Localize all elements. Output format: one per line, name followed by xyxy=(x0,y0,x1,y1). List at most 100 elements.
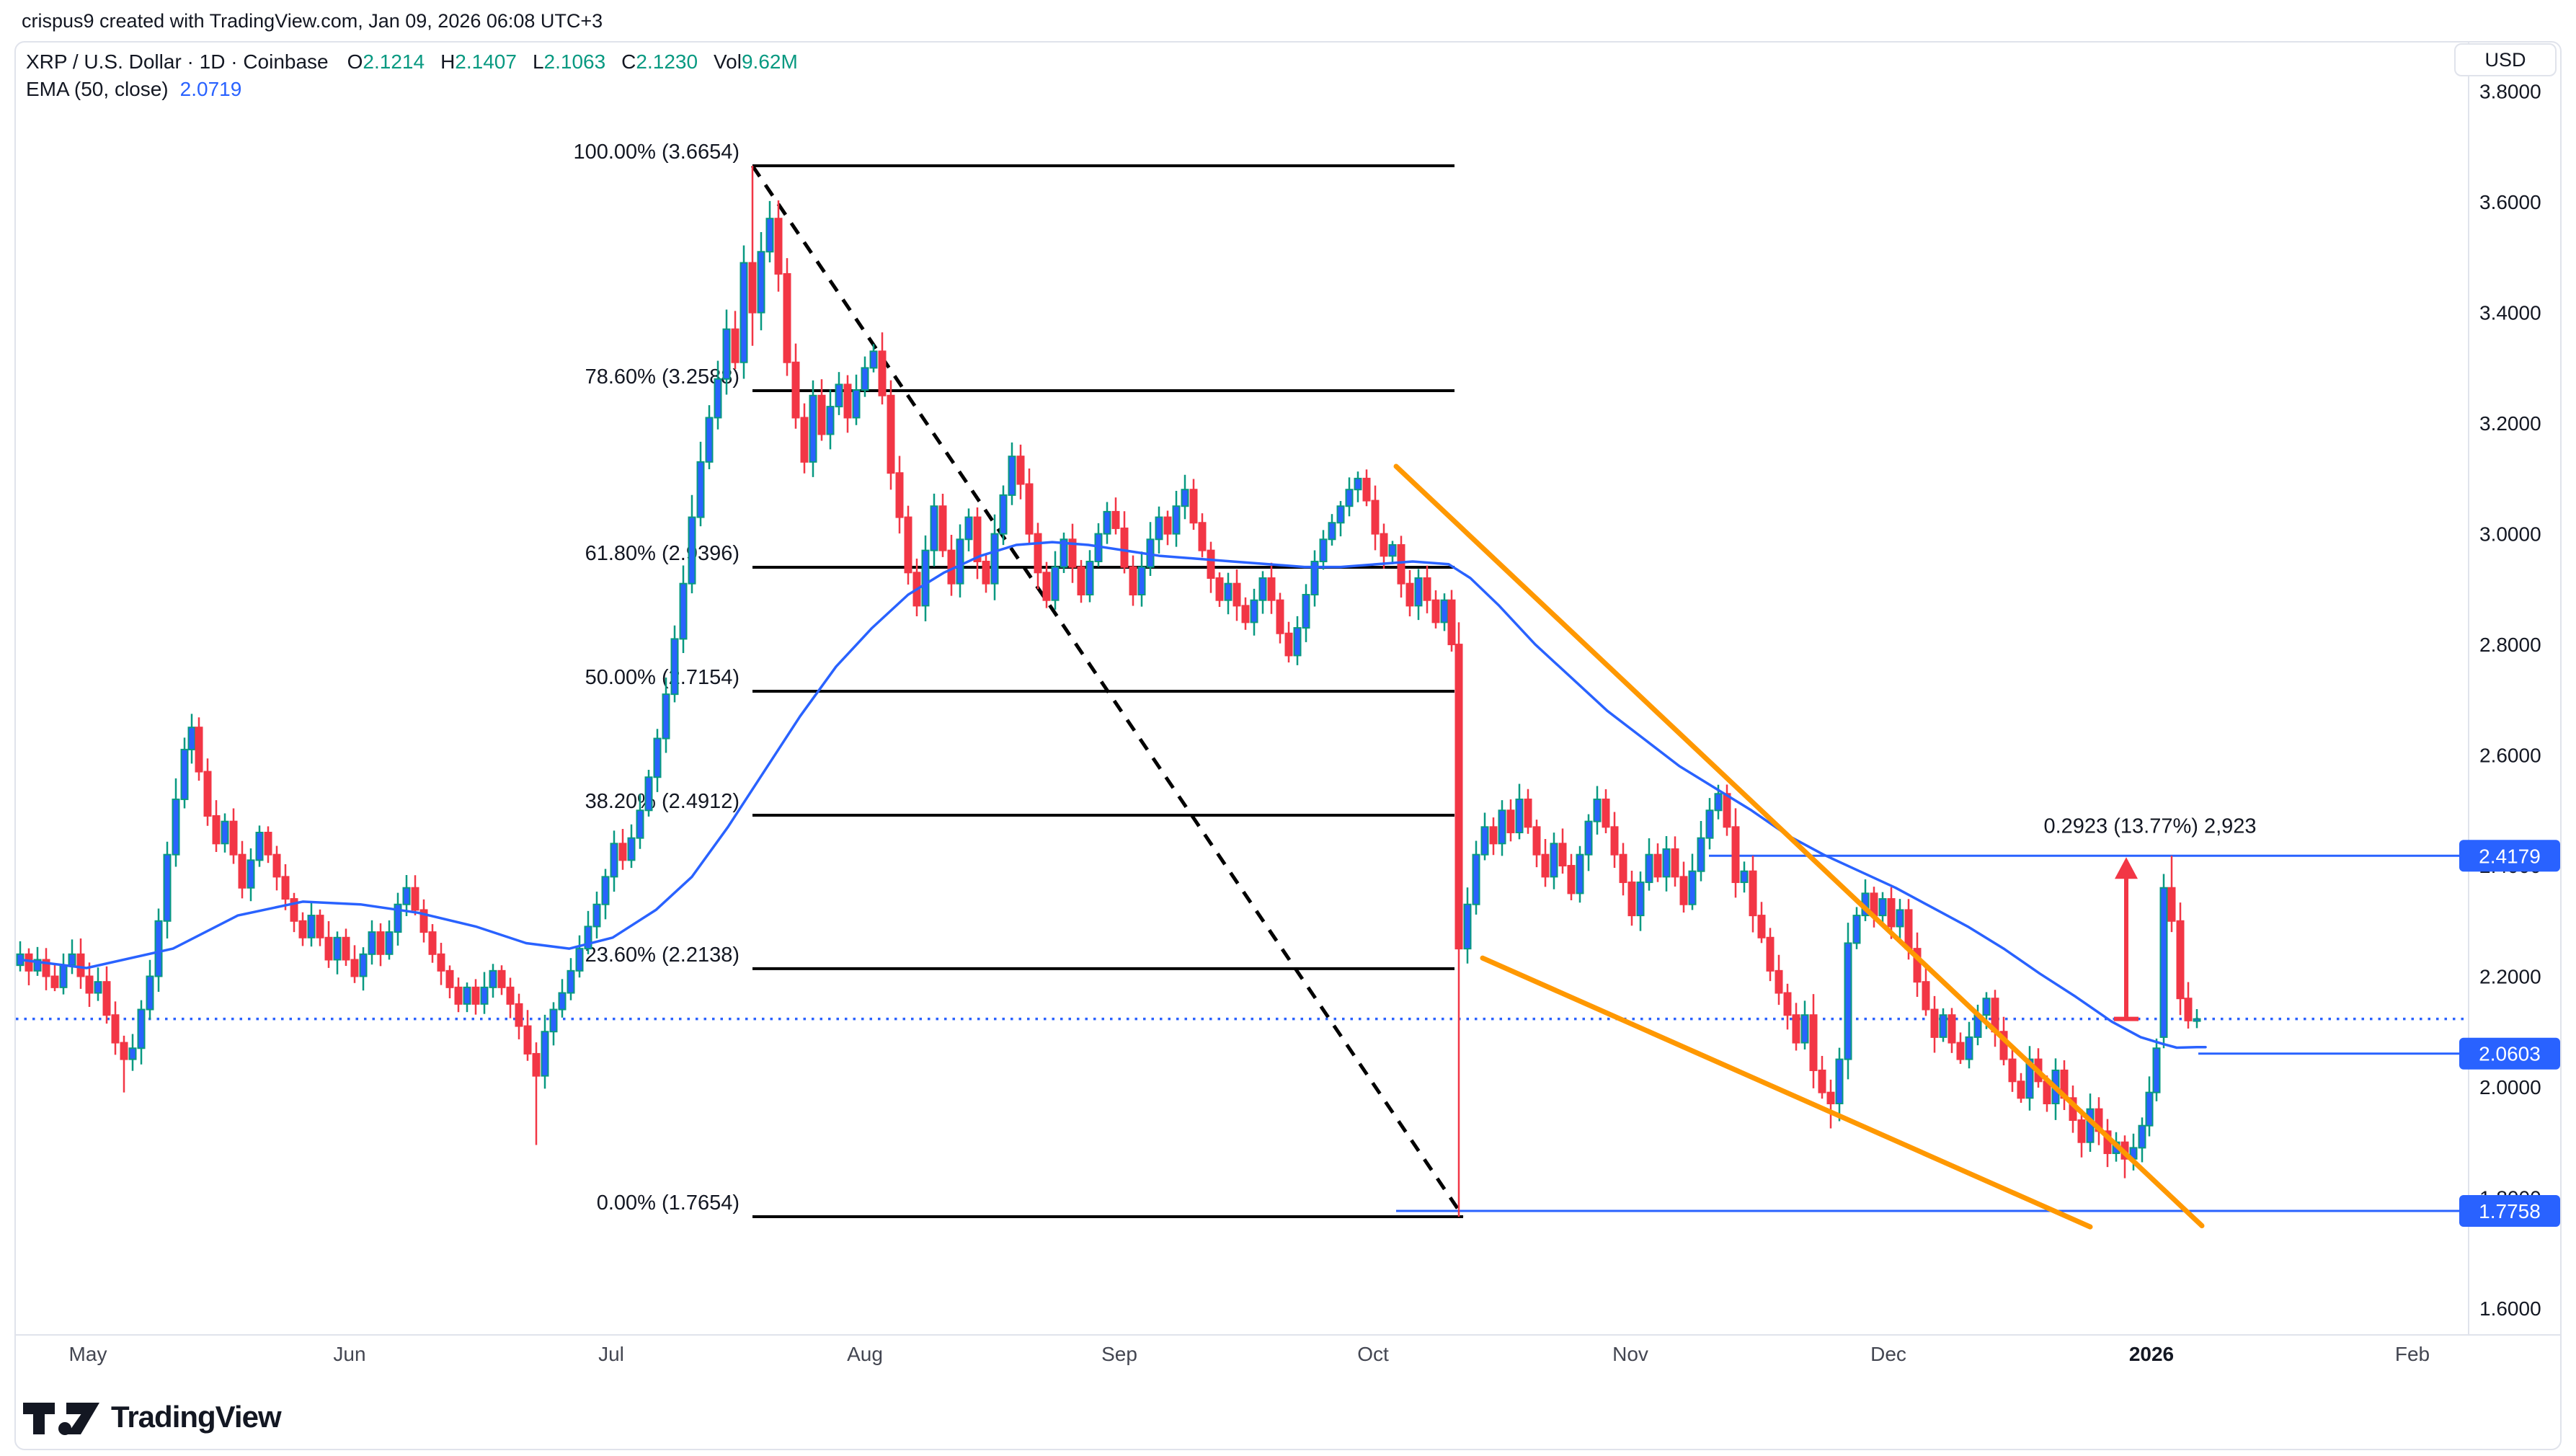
candle-body xyxy=(869,350,878,369)
price-tick-label[interactable]: 3.8000 xyxy=(2479,81,2541,103)
open-label: O xyxy=(347,50,363,73)
month-label-Dec[interactable]: Dec xyxy=(1870,1343,1906,1365)
candle-body xyxy=(627,837,636,861)
candle-body xyxy=(2138,1124,2146,1149)
candle-body xyxy=(1172,505,1181,535)
candle-body xyxy=(497,969,506,988)
month-label-Jun[interactable]: Jun xyxy=(333,1343,365,1365)
month-label-Feb[interactable]: Feb xyxy=(2395,1343,2430,1365)
candle-body xyxy=(1489,826,1498,845)
candle-body xyxy=(33,959,42,972)
candle-body xyxy=(938,505,947,551)
candle-body xyxy=(221,820,229,845)
candle-body xyxy=(1593,798,1602,822)
candle-body xyxy=(817,394,826,435)
candle-body xyxy=(1241,605,1250,623)
price-tick-label[interactable]: 2.6000 xyxy=(2479,745,2541,767)
candle-body xyxy=(705,417,714,463)
candle-body xyxy=(85,975,94,994)
candle-body xyxy=(1207,549,1215,579)
month-label-2026[interactable]: 2026 xyxy=(2129,1343,2174,1365)
candle-body xyxy=(1068,538,1077,568)
price-tick-label[interactable]: 3.0000 xyxy=(2479,523,2541,546)
candle-body xyxy=(1541,853,1550,878)
candle-body xyxy=(878,350,887,396)
price-tick-label[interactable]: 3.6000 xyxy=(2479,191,2541,213)
candle-body xyxy=(1740,870,1749,884)
candle-body xyxy=(1826,1091,1835,1104)
symbol-header-row: XRP / U.S. Dollar · 1D · Coinbase O 2.121… xyxy=(26,50,798,74)
candle-body xyxy=(714,378,722,419)
candle-body xyxy=(1679,876,1688,905)
price-tick-label[interactable]: 1.6000 xyxy=(2479,1297,2541,1320)
candle-body xyxy=(1042,572,1051,601)
candle-body xyxy=(333,936,342,961)
candle-body xyxy=(1215,577,1224,601)
price-badge-label: 2.0603 xyxy=(2479,1043,2541,1065)
candle-body xyxy=(2077,1119,2086,1143)
price-tick-label[interactable]: 2.2000 xyxy=(2479,966,2541,988)
candle-body xyxy=(679,582,688,640)
candle-body xyxy=(800,417,809,463)
candle-body xyxy=(1939,1014,1947,1038)
candle-body xyxy=(1731,826,1740,884)
candle-body xyxy=(1388,543,1397,557)
candle-body xyxy=(1947,1014,1956,1044)
candle-body xyxy=(180,748,189,800)
tradingview-logo[interactable]: TradingView xyxy=(22,1397,282,1437)
candle-body xyxy=(861,367,869,391)
month-label-Nov[interactable]: Nov xyxy=(1612,1343,1648,1365)
candle-body xyxy=(688,516,696,585)
price-tick-label[interactable]: 2.0000 xyxy=(2479,1076,2541,1098)
candle-body xyxy=(1336,505,1345,524)
candle-body xyxy=(394,903,402,933)
candle-body xyxy=(25,953,33,972)
ema-label[interactable]: EMA (50, close) xyxy=(26,78,169,100)
candle-body xyxy=(696,461,705,518)
month-label-Oct[interactable]: Oct xyxy=(1357,1343,1389,1365)
month-label-Sep[interactable]: Sep xyxy=(1101,1343,1137,1365)
candle-body xyxy=(1705,809,1714,839)
candle-body xyxy=(956,538,964,585)
candle-body xyxy=(1454,644,1463,950)
candle-body xyxy=(1371,500,1380,535)
candle-body xyxy=(1480,826,1489,856)
month-label-Aug[interactable]: Aug xyxy=(847,1343,883,1365)
candle-body xyxy=(1515,798,1524,833)
symbol-title[interactable]: XRP / U.S. Dollar · 1D · Coinbase xyxy=(26,50,329,73)
candle-body xyxy=(489,969,497,988)
candle-body xyxy=(1749,870,1757,917)
candle-body xyxy=(428,931,437,955)
candle-body xyxy=(203,771,212,817)
candle-body xyxy=(1636,882,1645,917)
candle-body xyxy=(1965,1036,1973,1060)
candle-body xyxy=(1619,853,1627,884)
candle-body xyxy=(653,737,662,778)
candle-body xyxy=(402,887,411,905)
candle-body xyxy=(1818,1069,1826,1093)
candle-body xyxy=(1233,582,1241,607)
candle-body xyxy=(1576,853,1584,895)
currency-button[interactable]: USD xyxy=(2454,43,2557,76)
candle-body xyxy=(757,251,765,314)
month-label-Jul[interactable]: Jul xyxy=(598,1343,624,1365)
price-tick-label[interactable]: 3.4000 xyxy=(2479,302,2541,324)
candle-body xyxy=(990,533,999,585)
candle-body xyxy=(1431,599,1440,623)
candle-body xyxy=(1697,837,1705,872)
candle-body xyxy=(1887,898,1896,928)
candle-body xyxy=(281,876,290,900)
candle-body xyxy=(930,505,938,551)
candle-body xyxy=(1714,793,1723,812)
fib-level-label: 38.20% (2.4912) xyxy=(585,790,740,813)
price-tick-label[interactable]: 2.8000 xyxy=(2479,634,2541,656)
month-label-May[interactable]: May xyxy=(69,1343,107,1365)
candle-body xyxy=(172,798,180,856)
price-tick-label[interactable]: 3.2000 xyxy=(2479,412,2541,435)
candle-body xyxy=(454,986,463,1005)
candle-body xyxy=(523,1025,532,1055)
candle-body xyxy=(722,328,731,380)
candle-body xyxy=(982,560,990,585)
candle-body xyxy=(541,1031,549,1077)
fib-level-label: 50.00% (2.7154) xyxy=(585,666,740,689)
